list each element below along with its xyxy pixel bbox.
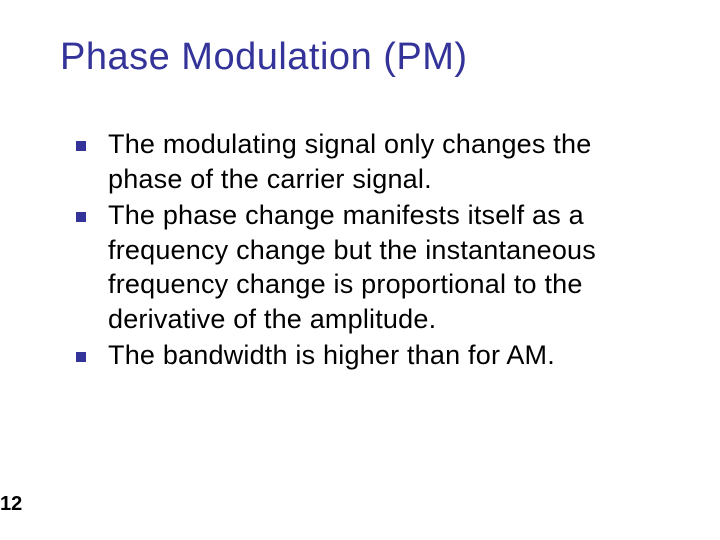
square-bullet-icon — [76, 352, 86, 362]
bullet-text: The modulating signal only changes the p… — [108, 127, 672, 196]
square-bullet-icon — [76, 212, 86, 222]
bullet-item: The modulating signal only changes the p… — [76, 127, 672, 196]
square-bullet-icon — [76, 141, 86, 151]
bullet-text: The bandwidth is higher than for AM. — [108, 338, 555, 373]
slide-body: The modulating signal only changes the p… — [76, 127, 672, 373]
slide-title: Phase Modulation (PM) — [60, 36, 680, 79]
bullet-item: The phase change manifests itself as a f… — [76, 198, 672, 336]
bullet-item: The bandwidth is higher than for AM. — [76, 338, 672, 373]
slide: Phase Modulation (PM) The modulating sig… — [0, 0, 720, 540]
page-number: 12 — [0, 493, 22, 516]
bullet-text: The phase change manifests itself as a f… — [108, 198, 672, 336]
